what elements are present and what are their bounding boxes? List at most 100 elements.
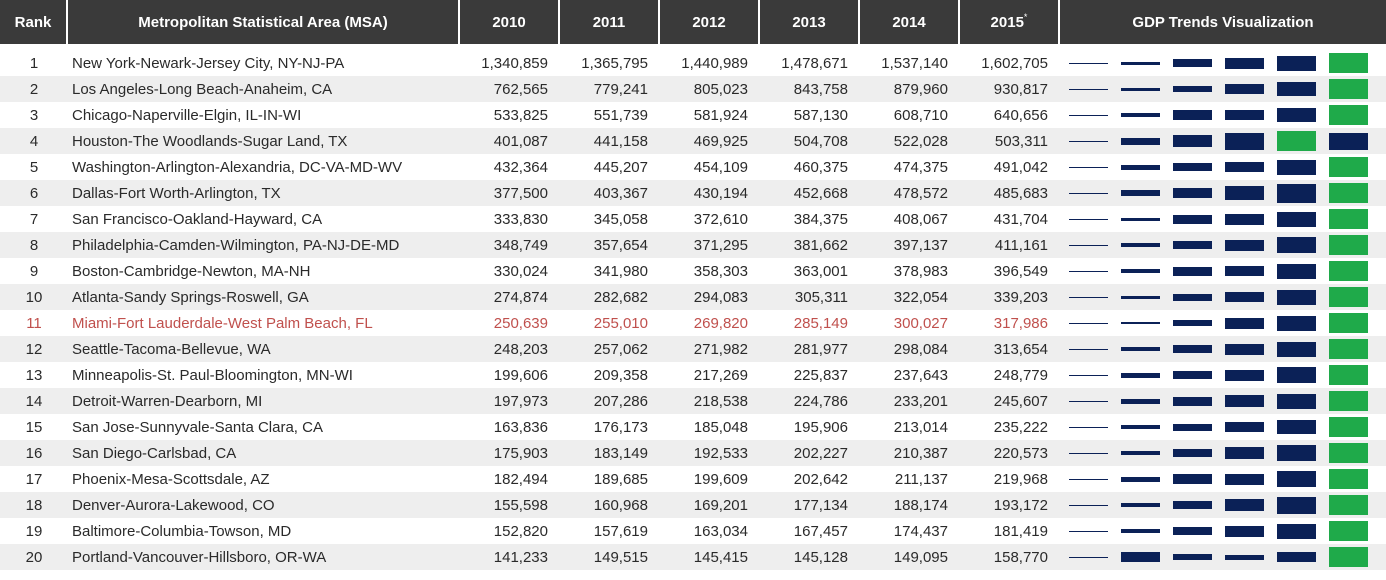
trend-bar-2012 — [1173, 110, 1212, 120]
table-row: 15 San Jose-Sunnyvale-Santa Clara, CA 163,… — [0, 414, 1386, 440]
trend-bar-2012 — [1173, 423, 1212, 431]
trend-bar-2010 — [1069, 296, 1108, 298]
trend-bar-2014 — [1277, 552, 1316, 562]
viz-header: GDP Trends Visualization — [1060, 0, 1386, 44]
trend-bar-2012 — [1173, 527, 1212, 535]
trend-bar-2015 — [1329, 443, 1368, 463]
gdp-trend-bars — [1069, 492, 1386, 518]
trend-bar-2012 — [1173, 449, 1212, 457]
trend-bar-2010 — [1069, 348, 1108, 350]
trend-bar-2011 — [1121, 217, 1160, 221]
msa-cell: Denver-Aurora-Lakewood, CO — [68, 492, 460, 518]
trend-bar-2010 — [1069, 556, 1108, 558]
msa-cell: San Jose-Sunnyvale-Santa Clara, CA — [68, 414, 460, 440]
gdp-trend-cell — [1060, 180, 1386, 206]
gdp-value-2010: 141,233 — [460, 544, 560, 570]
trend-bar-2015 — [1329, 79, 1368, 99]
rank-header: Rank — [0, 0, 68, 44]
gdp-value-2012: 454,109 — [660, 154, 760, 180]
gdp-value-2011: 149,515 — [560, 544, 660, 570]
trend-bar-2012 — [1173, 320, 1212, 326]
trend-bar-2013 — [1225, 239, 1264, 251]
gdp-trend-bars — [1069, 518, 1386, 544]
msa-cell: Atlanta-Sandy Springs-Roswell, GA — [68, 284, 460, 310]
gdp-value-2011: 255,010 — [560, 310, 660, 336]
msa-cell: Houston-The Woodlands-Sugar Land, TX — [68, 128, 460, 154]
trend-bar-2014 — [1277, 237, 1316, 253]
table-row: 9 Boston-Cambridge-Newton, MA-NH 330,024 34… — [0, 258, 1386, 284]
trend-bar-2014 — [1277, 131, 1316, 151]
trend-bar-2014 — [1277, 315, 1316, 331]
trend-bar-2010 — [1069, 62, 1108, 64]
gdp-value-2011: 157,619 — [560, 518, 660, 544]
gdp-value-2015: 181,419 — [960, 518, 1060, 544]
gdp-value-2010: 762,565 — [460, 76, 560, 102]
year-header-2013: 2013 — [760, 0, 860, 44]
gdp-trend-bars — [1069, 466, 1386, 492]
trend-bar-2010 — [1069, 218, 1108, 220]
rank-cell: 2 — [0, 76, 68, 102]
trend-bar-2014 — [1277, 445, 1316, 461]
gdp-value-2010: 182,494 — [460, 466, 560, 492]
gdp-value-2010: 533,825 — [460, 102, 560, 128]
trend-bar-2015 — [1329, 417, 1368, 437]
trend-bar-2010 — [1069, 114, 1108, 116]
gdp-trend-bars — [1069, 206, 1386, 232]
gdp-value-2012: 163,034 — [660, 518, 760, 544]
table-row: 10 Atlanta-Sandy Springs-Roswell, GA 274,8… — [0, 284, 1386, 310]
table-header: Rank Metropolitan Statistical Area (MSA)… — [0, 0, 1386, 44]
gdp-value-2012: 294,083 — [660, 284, 760, 310]
gdp-value-2014: 233,201 — [860, 388, 960, 414]
msa-cell: Dallas-Fort Worth-Arlington, TX — [68, 180, 460, 206]
gdp-trend-bars — [1069, 258, 1386, 284]
gdp-value-2015: 411,161 — [960, 232, 1060, 258]
gdp-value-2014: 237,643 — [860, 362, 960, 388]
year-header-2014: 2014 — [860, 0, 960, 44]
trend-bar-2011 — [1121, 295, 1160, 299]
gdp-value-2013: 452,668 — [760, 180, 860, 206]
gdp-value-2015: 640,656 — [960, 102, 1060, 128]
trend-bar-2010 — [1069, 244, 1108, 246]
gdp-value-2013: 177,134 — [760, 492, 860, 518]
trend-bar-2014 — [1277, 263, 1316, 279]
trend-bar-2010 — [1069, 192, 1108, 194]
gdp-value-2013: 224,786 — [760, 388, 860, 414]
gdp-trend-cell — [1060, 518, 1386, 544]
gdp-value-2015: 235,222 — [960, 414, 1060, 440]
gdp-value-2015: 431,704 — [960, 206, 1060, 232]
trend-bar-2010 — [1069, 374, 1108, 376]
table-row: 1 New York-Newark-Jersey City, NY-NJ-PA 1,… — [0, 50, 1386, 76]
gdp-value-2010: 152,820 — [460, 518, 560, 544]
rank-cell: 15 — [0, 414, 68, 440]
year-header-2012: 2012 — [660, 0, 760, 44]
gdp-value-2013: 281,977 — [760, 336, 860, 362]
trend-bar-2012 — [1173, 86, 1212, 92]
rank-cell: 19 — [0, 518, 68, 544]
trend-bar-2013 — [1225, 110, 1264, 120]
gdp-value-2014: 149,095 — [860, 544, 960, 570]
trend-bar-2011 — [1121, 87, 1160, 91]
trend-bar-2010 — [1069, 88, 1108, 90]
trend-bar-2013 — [1225, 57, 1264, 69]
gdp-value-2015: 245,607 — [960, 388, 1060, 414]
gdp-value-2013: 381,662 — [760, 232, 860, 258]
trend-bar-2011 — [1121, 503, 1160, 507]
msa-cell: Detroit-Warren-Dearborn, MI — [68, 388, 460, 414]
trend-bar-2010 — [1069, 504, 1108, 506]
gdp-value-2013: 843,758 — [760, 76, 860, 102]
gdp-trend-cell — [1060, 414, 1386, 440]
gdp-value-2011: 257,062 — [560, 336, 660, 362]
gdp-trend-bars — [1069, 128, 1386, 154]
gdp-value-2014: 322,054 — [860, 284, 960, 310]
trend-bar-2015 — [1329, 339, 1368, 359]
trend-bar-2015 — [1329, 132, 1368, 150]
trend-bar-2014 — [1277, 367, 1316, 383]
gdp-value-2012: 145,415 — [660, 544, 760, 570]
rank-cell: 8 — [0, 232, 68, 258]
gdp-value-2013: 363,001 — [760, 258, 860, 284]
gdp-value-2014: 210,387 — [860, 440, 960, 466]
gdp-value-2011: 160,968 — [560, 492, 660, 518]
gdp-value-2012: 805,023 — [660, 76, 760, 102]
trend-bar-2011 — [1121, 113, 1160, 117]
gdp-value-2011: 403,367 — [560, 180, 660, 206]
